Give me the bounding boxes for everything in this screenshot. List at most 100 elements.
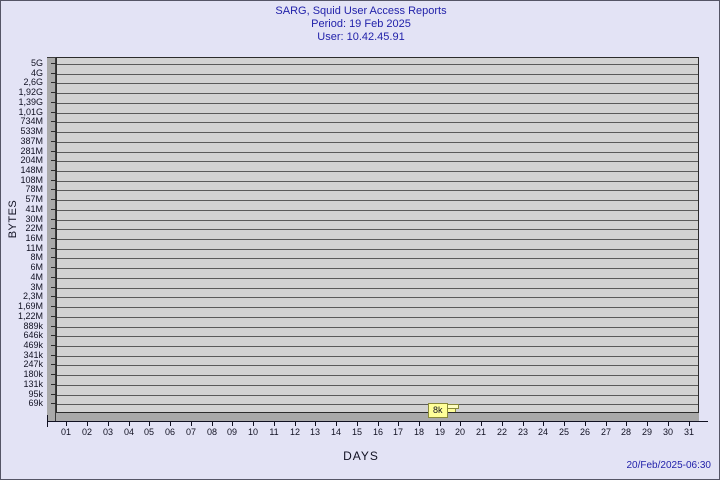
gridline <box>57 385 698 386</box>
x-axis-tick-label: 02 <box>81 427 92 437</box>
gridline <box>57 152 698 153</box>
y-axis-tick <box>51 257 56 258</box>
gridline <box>57 404 698 405</box>
y-axis-tick <box>51 121 56 122</box>
x-axis-tick-label: 29 <box>641 427 652 437</box>
gridline <box>57 249 698 250</box>
gridline <box>57 171 698 172</box>
y-axis-tick <box>51 326 56 327</box>
x-axis-tick-label: 21 <box>475 427 486 437</box>
x-axis-tick-label: 28 <box>620 427 631 437</box>
x-axis-tick <box>564 422 565 426</box>
x-axis-tick <box>357 422 358 426</box>
x-axis-tick-label: 22 <box>496 427 507 437</box>
y-axis-tick <box>51 170 56 171</box>
x-axis-tick <box>585 422 586 426</box>
bar-value-label: 8k <box>428 403 448 418</box>
plot-3d-left-face <box>47 57 56 421</box>
y-axis-tick-label: 1,39G <box>18 97 43 107</box>
y-axis-tick-label: 889k <box>23 321 43 331</box>
y-axis-tick <box>51 306 56 307</box>
x-axis-tick-label: 18 <box>413 427 424 437</box>
x-axis-tick-label: 26 <box>579 427 590 437</box>
y-axis-tick <box>51 394 56 395</box>
x-axis-tick <box>647 422 648 426</box>
gridline <box>57 132 698 133</box>
gridline <box>57 210 698 211</box>
x-axis-tick-label: 13 <box>309 427 320 437</box>
y-axis-tick-label: 2,3M <box>22 291 43 301</box>
y-axis-tick-label: 148M <box>20 165 43 175</box>
y-axis-tick-label: 41M <box>25 204 43 214</box>
y-axis-tick-label: 57M <box>25 194 43 204</box>
x-axis-tick <box>419 422 420 426</box>
y-axis-tick-label: 341k <box>23 350 43 360</box>
y-axis-tick <box>51 73 56 74</box>
x-axis-title: DAYS <box>343 449 379 463</box>
y-axis-tick-label: 78M <box>25 184 43 194</box>
y-axis-tick <box>51 316 56 317</box>
y-axis-tick <box>51 277 56 278</box>
y-axis-tick <box>51 199 56 200</box>
gridline <box>57 190 698 191</box>
y-axis-tick-label: 131k <box>23 379 43 389</box>
y-axis-tick-label: 4G <box>30 68 43 78</box>
y-axis-tick-label: 387M <box>20 136 43 146</box>
gridline <box>57 365 698 366</box>
x-axis-tick-label: 15 <box>351 427 362 437</box>
y-axis-tick <box>51 219 56 220</box>
x-axis-tick <box>336 422 337 426</box>
y-axis-tick-label: 469k <box>23 340 43 350</box>
x-axis-tick <box>253 422 254 426</box>
y-axis-tick-label: 16M <box>25 233 43 243</box>
y-axis-tick <box>51 92 56 93</box>
y-axis-tick <box>51 267 56 268</box>
x-axis-tick <box>689 422 690 426</box>
gridline <box>57 64 698 65</box>
x-axis-tick-label: 16 <box>372 427 383 437</box>
gridline <box>57 220 698 221</box>
x-axis-tick-label: 12 <box>289 427 300 437</box>
gridline <box>57 278 698 279</box>
x-axis-tick <box>129 422 130 426</box>
x-axis-tick-label: 30 <box>662 427 673 437</box>
gridline <box>57 74 698 75</box>
chart-user: User: 10.42.45.91 <box>317 31 405 43</box>
y-axis-tick <box>51 374 56 375</box>
x-axis-tick-label: 04 <box>123 427 134 437</box>
y-axis-tick <box>51 102 56 103</box>
x-axis-tick <box>460 422 461 426</box>
y-axis-tick-label: 22M <box>25 223 43 233</box>
y-axis-tick <box>51 228 56 229</box>
x-axis-tick-label: 27 <box>600 427 611 437</box>
y-axis-tick-label: 2,6G <box>23 77 43 87</box>
gridline <box>57 161 698 162</box>
chart-title: SARG, Squid User Access Reports <box>275 5 447 17</box>
y-axis-tick-label: 646k <box>23 330 43 340</box>
gridline <box>57 113 698 114</box>
y-axis-tick <box>51 131 56 132</box>
x-axis-tick <box>440 422 441 426</box>
y-axis-tick-label: 247k <box>23 359 43 369</box>
gridline <box>57 268 698 269</box>
y-axis-tick-label: 281M <box>20 146 43 156</box>
plot-area: 5G 4G 2,6G 1,92G 1,39G 1,01G 734M 533M 387M 281M 2… <box>18 57 708 437</box>
y-axis-tick-label: 1,92G <box>18 87 43 97</box>
x-axis-tick-label: 10 <box>247 427 258 437</box>
generated-timestamp: 20/Feb/2025-06:30 <box>626 460 711 471</box>
gridline <box>57 297 698 298</box>
gridline <box>57 122 698 123</box>
x-axis-tick-label: 06 <box>164 427 175 437</box>
gridline <box>57 395 698 396</box>
x-axis-tick-label: 31 <box>683 427 694 437</box>
y-axis-tick <box>51 345 56 346</box>
y-axis-tick <box>51 180 56 181</box>
x-axis-tick-label: 17 <box>392 427 403 437</box>
x-axis-tick <box>378 422 379 426</box>
gridline <box>57 103 698 104</box>
x-axis-tick <box>149 422 150 426</box>
y-axis-tick-label: 30M <box>25 214 43 224</box>
gridline <box>57 181 698 182</box>
gridline <box>57 356 698 357</box>
